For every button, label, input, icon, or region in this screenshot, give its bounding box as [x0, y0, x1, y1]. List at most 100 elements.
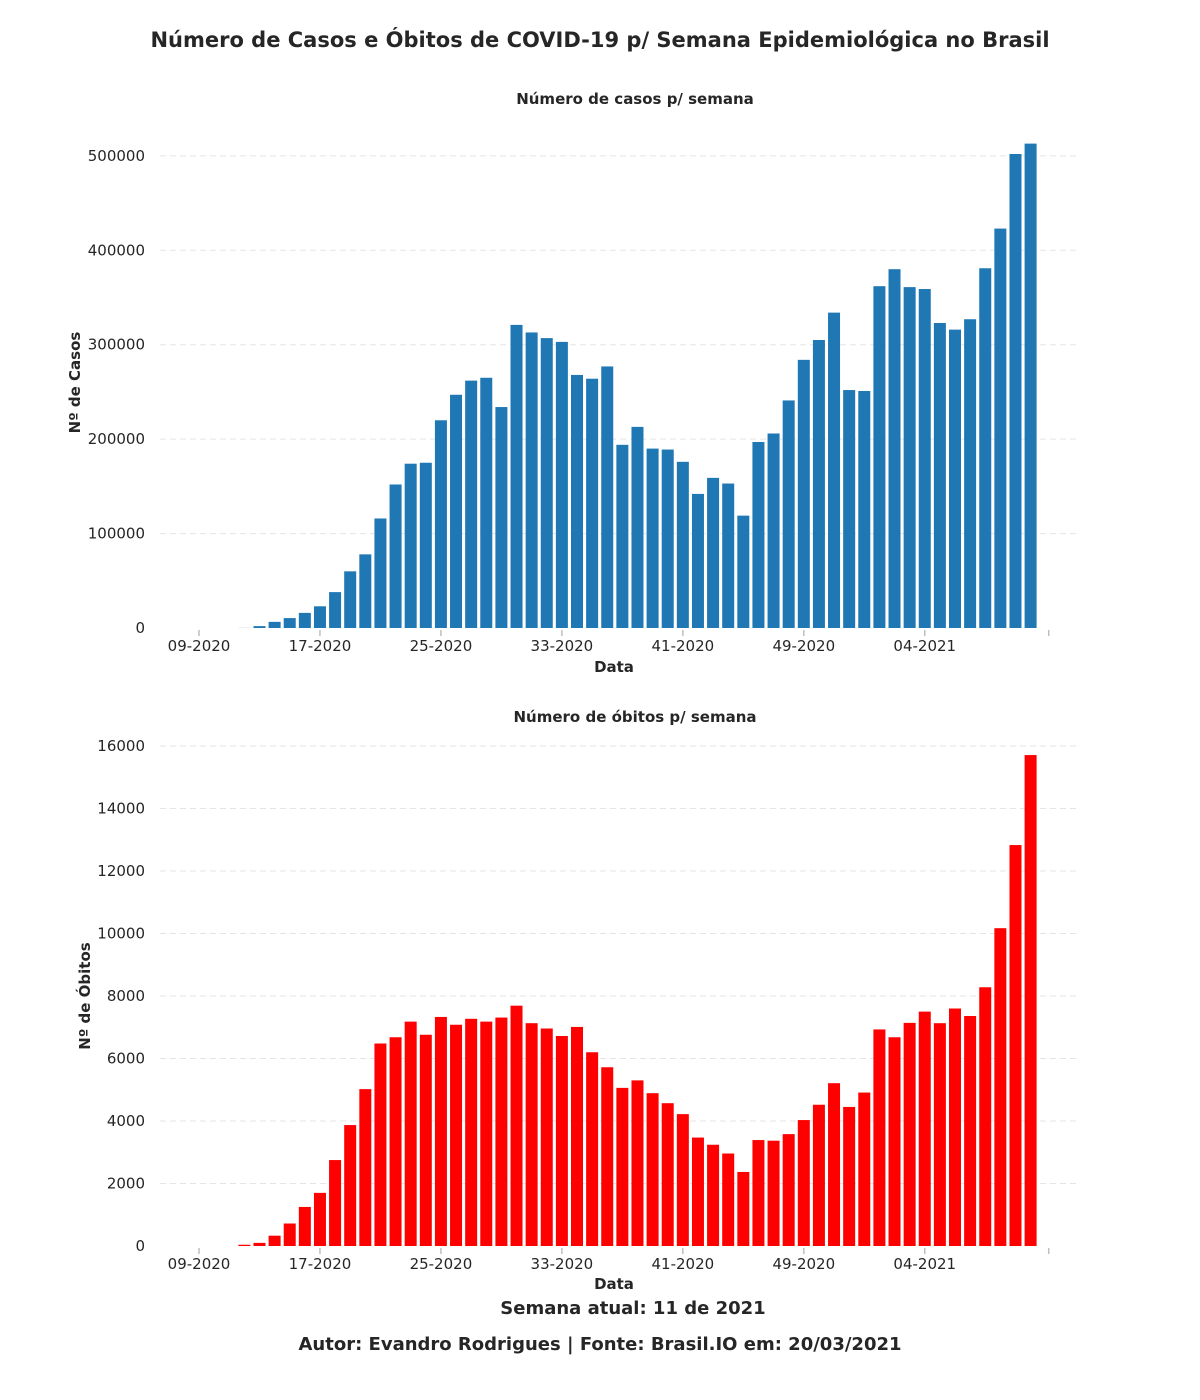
- bar: [661, 449, 674, 628]
- bar: [903, 287, 916, 628]
- bar: [828, 312, 841, 628]
- bar: [979, 987, 992, 1246]
- x-tick-label: 25-2020: [410, 1255, 473, 1273]
- bar: [873, 286, 886, 628]
- bar: [691, 493, 704, 628]
- bar: [782, 1134, 795, 1246]
- bar: [329, 1160, 342, 1246]
- y-tick-label: 500000: [88, 147, 145, 165]
- author-source-label: Autor: Evandro Rodrigues | Fonte: Brasil…: [298, 1334, 902, 1355]
- x-tick-label: 41-2020: [651, 637, 714, 655]
- bar: [419, 1034, 432, 1246]
- bar: [616, 1087, 629, 1246]
- bar: [676, 461, 689, 628]
- bar: [253, 626, 266, 628]
- bar: [812, 340, 825, 628]
- y-tick-label: 2000: [107, 1175, 145, 1193]
- x-tick-label: 17-2020: [289, 637, 352, 655]
- bar: [964, 319, 977, 628]
- bar: [510, 324, 523, 628]
- bar: [525, 1023, 538, 1246]
- x-tick-label: 33-2020: [531, 637, 594, 655]
- x-tick-label: 09-2020: [168, 637, 231, 655]
- bar: [767, 433, 780, 628]
- y-tick-label: 8000: [107, 987, 145, 1005]
- bar: [858, 390, 871, 628]
- chart-title: Número de óbitos p/ semana: [514, 708, 757, 726]
- bar: [661, 1103, 674, 1246]
- bar: [268, 621, 281, 628]
- bar: [344, 571, 357, 628]
- bar: [888, 1037, 901, 1246]
- bar: [646, 448, 659, 628]
- bar: [480, 1021, 493, 1246]
- bar: [571, 374, 583, 628]
- bar: [374, 1043, 387, 1246]
- bar: [283, 618, 296, 628]
- bar: [313, 1192, 326, 1246]
- bar: [495, 407, 508, 628]
- bar: [540, 1028, 553, 1246]
- bar: [238, 1244, 251, 1246]
- bar: [450, 394, 463, 628]
- bar: [737, 1171, 750, 1246]
- bar: [359, 1089, 372, 1246]
- bar: [586, 378, 599, 628]
- x-tick-label: 41-2020: [651, 1255, 714, 1273]
- bar: [404, 463, 417, 628]
- chart-title: Número de casos p/ semana: [516, 90, 754, 108]
- bar: [510, 1005, 523, 1246]
- cases-chart: Número de casos p/ semana 0 100000 200000 30…: [66, 90, 1080, 676]
- x-tick-label: 04-2021: [893, 1255, 956, 1273]
- bar: [933, 323, 946, 628]
- bar: [691, 1137, 704, 1246]
- bar: [344, 1125, 357, 1246]
- bar: [843, 1106, 856, 1246]
- x-tick-label: 25-2020: [410, 637, 473, 655]
- bar: [752, 441, 765, 628]
- bar: [646, 1093, 659, 1246]
- bar: [873, 1029, 886, 1246]
- bar: [374, 518, 387, 628]
- bar: [465, 1018, 478, 1246]
- bar: [313, 606, 326, 628]
- bar: [782, 400, 795, 628]
- bar: [933, 1023, 946, 1246]
- bar: [949, 329, 961, 628]
- bar: [707, 477, 720, 628]
- y-tick-label: 300000: [88, 336, 145, 354]
- bar: [722, 483, 735, 628]
- bar: [949, 1008, 961, 1246]
- bar: [858, 1092, 871, 1246]
- y-tick-label: 0: [135, 619, 145, 637]
- bar: [843, 390, 856, 628]
- x-axis-label: Data: [594, 658, 634, 676]
- bar: [495, 1017, 508, 1246]
- bar: [918, 1011, 931, 1246]
- y-axis-label: Nº de Óbitos: [75, 942, 94, 1049]
- y-tick-label: 16000: [97, 737, 145, 755]
- y-tick-label: 0: [135, 1237, 145, 1255]
- bar: [722, 1153, 735, 1246]
- x-tick-label: 33-2020: [531, 1255, 594, 1273]
- y-tick-label: 6000: [107, 1050, 145, 1068]
- bar: [601, 1067, 614, 1246]
- bar: [268, 1235, 281, 1246]
- bar: [298, 612, 311, 628]
- bar: [964, 1016, 977, 1246]
- x-tick-label: 09-2020: [168, 1255, 231, 1273]
- bar: [434, 420, 447, 628]
- bar: [979, 268, 992, 628]
- bar: [283, 1223, 296, 1246]
- bar: [480, 377, 493, 628]
- bar: [450, 1024, 463, 1246]
- y-tick-label: 400000: [88, 241, 145, 259]
- bar: [631, 426, 644, 628]
- bar: [253, 1242, 266, 1246]
- bar: [707, 1144, 720, 1246]
- bar: [737, 515, 750, 628]
- bar: [767, 1140, 780, 1246]
- bar: [994, 928, 1007, 1246]
- bar: [525, 332, 538, 628]
- bar: [298, 1206, 311, 1246]
